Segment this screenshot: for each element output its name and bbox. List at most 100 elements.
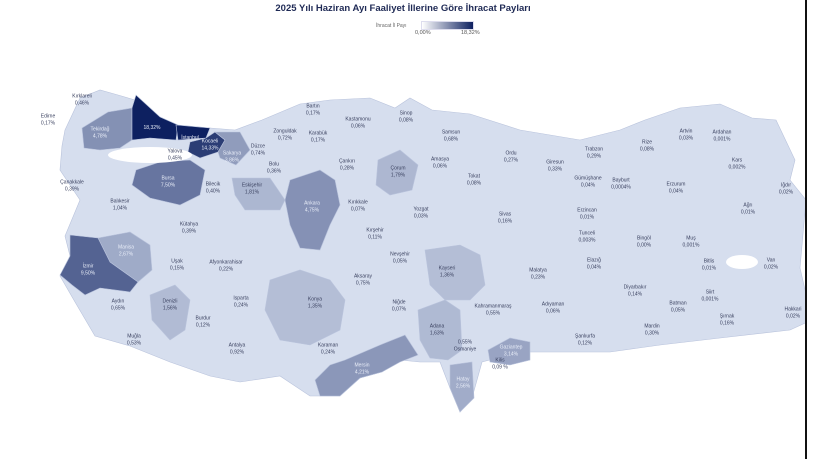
province-i̇stanbul[interactable] (131, 94, 179, 141)
province-i̇zmir[interactable] (59, 234, 139, 296)
province-name: Muş (686, 235, 696, 242)
province-label: Van 0,02% (764, 258, 778, 271)
province-name: Ankara (304, 200, 320, 207)
province-label: Kırklareli 0,46% (72, 94, 91, 107)
province-value: 1,04% (112, 205, 128, 211)
province-name: Manisa (117, 244, 135, 251)
province-label: 0,55% Osmaniye (454, 340, 477, 353)
province-value: 0,39% (64, 186, 80, 192)
province-value: 0,05% (392, 258, 408, 264)
province-label: Batman 0,05% (669, 301, 686, 314)
province-name: Trabzon (584, 146, 604, 153)
province-name: Kahramanmaraş (474, 303, 512, 310)
province-hatay[interactable] (449, 361, 475, 413)
province-name: Yozgat (413, 206, 429, 213)
province-value: 3,14% (503, 351, 519, 357)
province-value: 1,35% (307, 303, 323, 309)
province-value: 0,04% (580, 182, 596, 188)
province-name: Bartın (306, 103, 320, 110)
province-value: 0,75% (355, 280, 371, 286)
province-value: 0,00% (636, 242, 652, 248)
province-ankara[interactable] (284, 169, 341, 251)
province-name: Konya (307, 296, 323, 303)
province-label: Çankırı 0,28% (339, 159, 355, 172)
province-label: Şırnak 0,16% (720, 314, 734, 327)
province-label: Kocaeli 14,33% (202, 139, 219, 152)
province-name: Erzincan (577, 207, 597, 214)
province-label: Diyarbakır 0,14% (624, 285, 647, 298)
province-label: Ordu 0,27% (504, 151, 518, 164)
province-value: 9,50% (80, 270, 96, 276)
province-value: 0,74% (250, 150, 266, 156)
province-name: Aydın (111, 298, 125, 305)
province-label: Samsun 0,68% (442, 130, 460, 143)
province-value: 0,09 % (492, 364, 508, 370)
province-value: 0,01% (701, 265, 717, 271)
province-name: Uşak (171, 258, 183, 265)
province-value: 0,003% (578, 237, 596, 243)
province-name: Karabük (308, 130, 328, 137)
province-label: Rize 0,08% (640, 140, 654, 153)
province-value: 0,53% (126, 340, 142, 346)
turkey-map (59, 89, 806, 413)
province-value: 0,001% (701, 296, 719, 302)
province-konya[interactable] (264, 269, 346, 346)
province-name: Bitlis (703, 258, 715, 265)
province-mersin[interactable] (314, 334, 419, 397)
province-label: Uşak 0,15% (170, 259, 184, 272)
province-value: 0,08% (398, 117, 414, 123)
province-value: 2,56% (455, 383, 471, 389)
province-name: Edirne (40, 113, 56, 120)
province-label: Muğla 0,53% (127, 334, 141, 347)
province-name: Sakarya (222, 150, 242, 157)
province-value: 0,30% (644, 330, 660, 336)
province-name: Mersin (354, 362, 370, 369)
province-kayseri[interactable] (424, 244, 486, 301)
province-name: Kars (731, 157, 743, 164)
province-value: 0,40% (205, 188, 221, 194)
province-gaziantep[interactable] (487, 337, 531, 366)
province-value: 0,07% (391, 306, 407, 312)
province-name: Ordu (505, 150, 517, 157)
province-value: 7,50% (160, 182, 176, 188)
province-name: Malatya (529, 267, 547, 274)
province-name: Adıyaman (541, 301, 565, 308)
province-çorum[interactable] (375, 149, 419, 196)
province-denizli[interactable] (149, 284, 191, 341)
province-value: 0,16% (719, 320, 735, 326)
province-name: Mardin (644, 323, 660, 330)
province-label: Tokat 0,08% (467, 174, 481, 187)
province-value: 0,28% (339, 165, 355, 171)
province-label: Karabük 0,17% (309, 131, 328, 144)
province-value: 14,33% (201, 145, 219, 151)
province-label: Siirt 0,001% (702, 290, 719, 303)
province-name: Kayseri (438, 265, 456, 272)
province-tekirdağ[interactable] (81, 107, 133, 151)
legend-label: İhracat İl Payı (376, 23, 407, 29)
province-name: Ardahan (712, 129, 732, 136)
province-label: Balıkesir 1,04% (110, 199, 129, 212)
province-name: Ağrı (743, 202, 753, 209)
province-name: Gümüşhane (574, 175, 602, 182)
province-name: Balıkesir (110, 198, 130, 205)
province-name: Diyarbakır (623, 284, 647, 291)
province-name: Giresun (546, 159, 564, 166)
province-value: 0,46% (74, 100, 90, 106)
province-name: Amasya (430, 156, 450, 163)
province-value: 0,001% (713, 136, 731, 142)
province-label: Muş 0,001% (683, 236, 700, 249)
province-value: 0,002% (728, 164, 746, 170)
province-value: 2,67% (118, 251, 134, 257)
province-value: 0,02% (785, 313, 801, 319)
province-value: 0,04% (586, 264, 602, 270)
province-sakarya[interactable] (214, 131, 251, 166)
province-value: 0,24% (320, 349, 336, 355)
province-label: Amasya 0,06% (431, 157, 449, 170)
province-label: Çorum 1,79% (390, 166, 405, 179)
province-value: 0,06% (545, 308, 561, 314)
province-adana[interactable] (417, 299, 463, 361)
province-eskişehir[interactable] (231, 177, 286, 211)
province-label: Giresun 0,33% (546, 160, 564, 173)
province-label: Artvin 0,03% (679, 129, 693, 142)
frame-border (805, 0, 807, 459)
